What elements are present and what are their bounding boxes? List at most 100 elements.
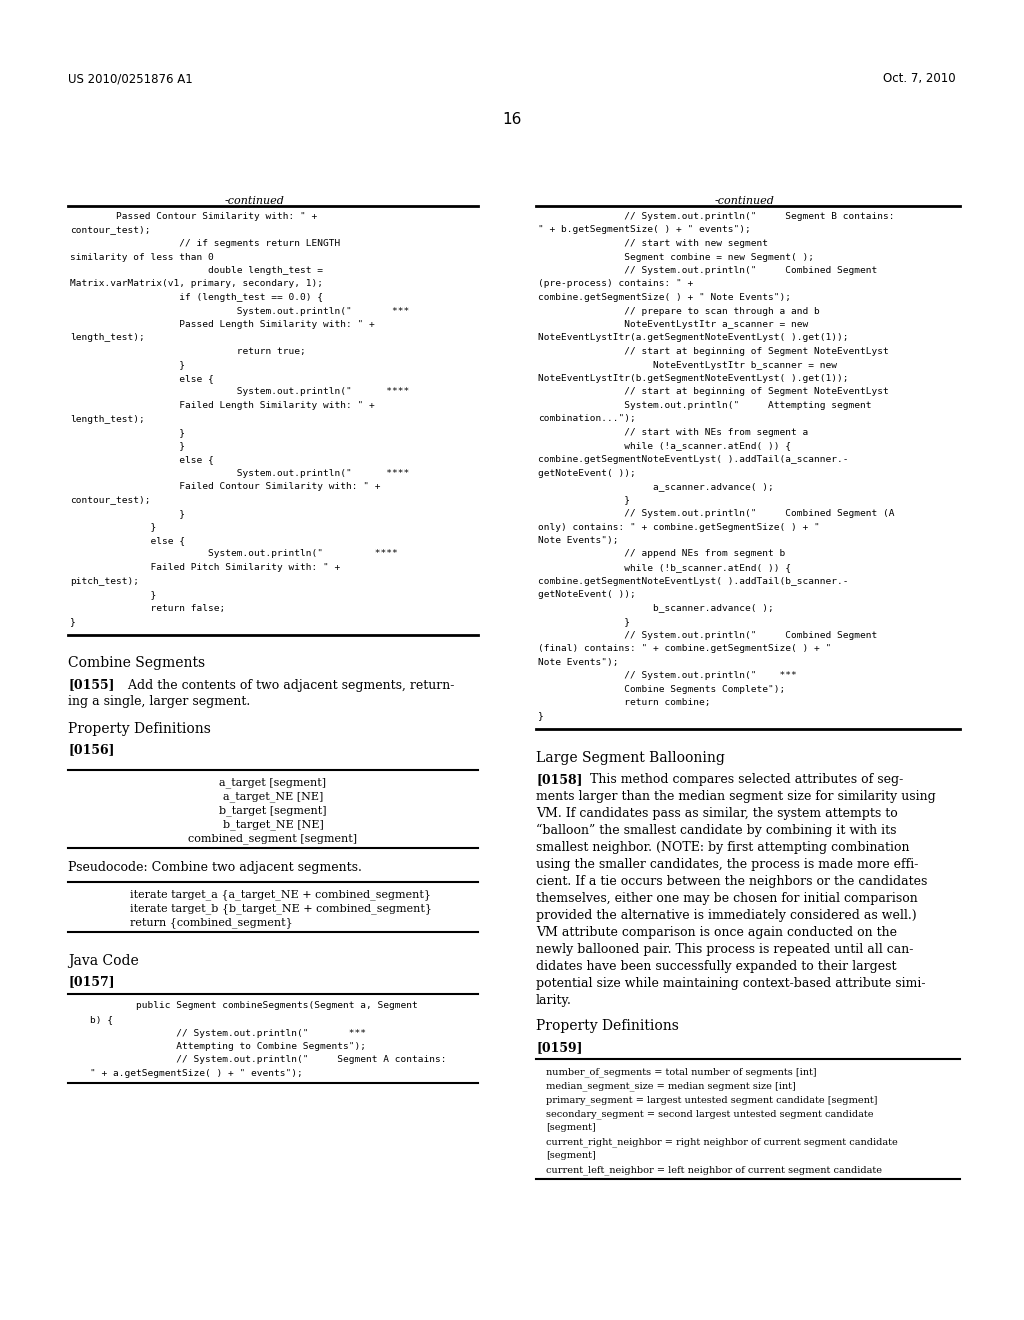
Text: Property Definitions: Property Definitions bbox=[68, 722, 211, 735]
Text: (final) contains: " + combine.getSegmentSize( ) + ": (final) contains: " + combine.getSegment… bbox=[538, 644, 831, 653]
Text: NoteEventLystItr a_scanner = new: NoteEventLystItr a_scanner = new bbox=[538, 319, 808, 329]
Text: NoteEventLystItr b_scanner = new: NoteEventLystItr b_scanner = new bbox=[538, 360, 837, 370]
Text: Combine Segments: Combine Segments bbox=[68, 656, 205, 671]
Text: System.out.println("     Attempting segment: System.out.println(" Attempting segment bbox=[538, 401, 871, 411]
Text: ments larger than the median segment size for similarity using: ments larger than the median segment siz… bbox=[536, 789, 936, 803]
Text: // System.out.println("       ***: // System.out.println(" *** bbox=[90, 1028, 366, 1038]
Text: primary_segment = largest untested segment candidate [segment]: primary_segment = largest untested segme… bbox=[546, 1096, 878, 1105]
Text: [0158]: [0158] bbox=[536, 774, 583, 785]
Text: cient. If a tie occurs between the neighbors or the candidates: cient. If a tie occurs between the neigh… bbox=[536, 875, 928, 888]
Text: number_of_segments = total number of segments [int]: number_of_segments = total number of seg… bbox=[546, 1067, 816, 1077]
Text: -continued: -continued bbox=[715, 195, 775, 206]
Text: Combine Segments Complete");: Combine Segments Complete"); bbox=[538, 685, 785, 693]
Text: return true;: return true; bbox=[70, 347, 306, 356]
Text: // start with NEs from segment a: // start with NEs from segment a bbox=[538, 428, 808, 437]
Text: b) {: b) { bbox=[90, 1015, 113, 1024]
Text: }: } bbox=[70, 510, 185, 517]
Text: combine.getSegmentNoteEventLyst( ).addTail(a_scanner.-: combine.getSegmentNoteEventLyst( ).addTa… bbox=[538, 455, 849, 465]
Text: larity.: larity. bbox=[536, 994, 571, 1007]
Text: // System.out.println("     Segment A contains:: // System.out.println(" Segment A contai… bbox=[90, 1056, 446, 1064]
Text: }: } bbox=[70, 360, 185, 370]
Text: provided the alternative is immediately considered as well.): provided the alternative is immediately … bbox=[536, 909, 916, 921]
Text: -continued: -continued bbox=[225, 195, 285, 206]
Text: US 2010/0251876 A1: US 2010/0251876 A1 bbox=[68, 73, 193, 84]
Text: didates have been successfully expanded to their largest: didates have been successfully expanded … bbox=[536, 960, 896, 973]
Text: combine.getSegmentSize( ) + " Note Events");: combine.getSegmentSize( ) + " Note Event… bbox=[538, 293, 791, 302]
Text: Note Events");: Note Events"); bbox=[538, 657, 618, 667]
Text: iterate target_a {a_target_NE + combined_segment}: iterate target_a {a_target_NE + combined… bbox=[130, 890, 431, 900]
Text: [0156]: [0156] bbox=[68, 743, 115, 756]
Text: // if segments return LENGTH: // if segments return LENGTH bbox=[70, 239, 340, 248]
Text: getNoteEvent( ));: getNoteEvent( )); bbox=[538, 590, 636, 599]
Text: Pseudocode: Combine two adjacent segments.: Pseudocode: Combine two adjacent segment… bbox=[68, 862, 361, 874]
Text: // prepare to scan through a and b: // prepare to scan through a and b bbox=[538, 306, 820, 315]
Text: // System.out.println("     Combined Segment (A: // System.out.println(" Combined Segment… bbox=[538, 510, 895, 517]
Text: similarity of less than 0: similarity of less than 0 bbox=[70, 252, 214, 261]
Text: Oct. 7, 2010: Oct. 7, 2010 bbox=[884, 73, 956, 84]
Text: [segment]: [segment] bbox=[546, 1123, 596, 1133]
Text: Failed Pitch Similarity with: " +: Failed Pitch Similarity with: " + bbox=[70, 564, 340, 572]
Text: median_segment_size = median segment size [int]: median_segment_size = median segment siz… bbox=[546, 1081, 796, 1090]
Text: while (!b_scanner.atEnd( )) {: while (!b_scanner.atEnd( )) { bbox=[538, 564, 791, 572]
Text: }: } bbox=[70, 523, 157, 532]
Text: NoteEventLystItr(a.getSegmentNoteEventLyst( ).get(1));: NoteEventLystItr(a.getSegmentNoteEventLy… bbox=[538, 334, 849, 342]
Text: }: } bbox=[70, 428, 185, 437]
Text: // start with new segment: // start with new segment bbox=[538, 239, 768, 248]
Text: Note Events");: Note Events"); bbox=[538, 536, 618, 545]
Text: Segment combine = new Segment( );: Segment combine = new Segment( ); bbox=[538, 252, 814, 261]
Text: double length_test =: double length_test = bbox=[70, 267, 323, 275]
Text: iterate target_b {b_target_NE + combined_segment}: iterate target_b {b_target_NE + combined… bbox=[130, 903, 432, 915]
Text: return {combined_segment}: return {combined_segment} bbox=[130, 917, 293, 928]
Text: using the smaller candidates, the process is made more effi-: using the smaller candidates, the proces… bbox=[536, 858, 919, 871]
Text: VM attribute comparison is once again conducted on the: VM attribute comparison is once again co… bbox=[536, 927, 897, 939]
Text: (pre-process) contains: " +: (pre-process) contains: " + bbox=[538, 280, 693, 289]
Text: getNoteEvent( ));: getNoteEvent( )); bbox=[538, 469, 636, 478]
Text: current_right_neighbor = right neighbor of current segment candidate: current_right_neighbor = right neighbor … bbox=[546, 1137, 898, 1147]
Text: }: } bbox=[70, 616, 76, 626]
Text: System.out.println("         ****: System.out.println(" **** bbox=[70, 549, 397, 558]
Text: System.out.println("      ****: System.out.println(" **** bbox=[70, 469, 410, 478]
Text: else {: else { bbox=[70, 374, 214, 383]
Text: " + b.getSegmentSize( ) + " events");: " + b.getSegmentSize( ) + " events"); bbox=[538, 226, 751, 235]
Text: System.out.println("       ***: System.out.println(" *** bbox=[70, 306, 410, 315]
Text: [segment]: [segment] bbox=[546, 1151, 596, 1160]
Text: ing a single, larger segment.: ing a single, larger segment. bbox=[68, 696, 250, 709]
Text: return combine;: return combine; bbox=[538, 698, 711, 708]
Text: " + a.getSegmentSize( ) + " events");: " + a.getSegmentSize( ) + " events"); bbox=[90, 1069, 303, 1078]
Text: [0157]: [0157] bbox=[68, 975, 115, 989]
Text: Failed Contour Similarity with: " +: Failed Contour Similarity with: " + bbox=[70, 482, 381, 491]
Text: // System.out.println("     Combined Segment: // System.out.println(" Combined Segment bbox=[538, 267, 878, 275]
Text: b_target_NE [NE]: b_target_NE [NE] bbox=[222, 820, 324, 830]
Text: a_scanner.advance( );: a_scanner.advance( ); bbox=[538, 482, 774, 491]
Text: themselves, either one may be chosen for initial comparison: themselves, either one may be chosen for… bbox=[536, 892, 918, 906]
Text: Large Segment Ballooning: Large Segment Ballooning bbox=[536, 751, 725, 766]
Text: pitch_test);: pitch_test); bbox=[70, 577, 139, 586]
Text: public Segment combineSegments(Segment a, Segment: public Segment combineSegments(Segment a… bbox=[90, 1002, 418, 1011]
Text: // System.out.println("     Combined Segment: // System.out.println(" Combined Segment bbox=[538, 631, 878, 639]
Text: contour_test);: contour_test); bbox=[70, 226, 151, 235]
Text: // start at beginning of Segment NoteEventLyst: // start at beginning of Segment NoteEve… bbox=[538, 388, 889, 396]
Text: else {: else { bbox=[70, 455, 214, 465]
Text: Passed Length Similarity with: " +: Passed Length Similarity with: " + bbox=[70, 319, 375, 329]
Text: Failed Length Similarity with: " +: Failed Length Similarity with: " + bbox=[70, 401, 375, 411]
Text: VM. If candidates pass as similar, the system attempts to: VM. If candidates pass as similar, the s… bbox=[536, 807, 898, 820]
Text: Attempting to Combine Segments");: Attempting to Combine Segments"); bbox=[90, 1041, 366, 1051]
Text: b_target [segment]: b_target [segment] bbox=[219, 805, 327, 816]
Text: }: } bbox=[538, 616, 630, 626]
Text: if (length_test == 0.0) {: if (length_test == 0.0) { bbox=[70, 293, 323, 302]
Text: Passed Contour Similarity with: " +: Passed Contour Similarity with: " + bbox=[70, 213, 317, 220]
Text: Property Definitions: Property Definitions bbox=[536, 1019, 679, 1034]
Text: only) contains: " + combine.getSegmentSize( ) + ": only) contains: " + combine.getSegmentSi… bbox=[538, 523, 820, 532]
Text: contour_test);: contour_test); bbox=[70, 495, 151, 504]
Text: smallest neighbor. (NOTE: by first attempting combination: smallest neighbor. (NOTE: by first attem… bbox=[536, 841, 909, 854]
Text: // start at beginning of Segment NoteEventLyst: // start at beginning of Segment NoteEve… bbox=[538, 347, 889, 356]
Text: Add the contents of two adjacent segments, return-: Add the contents of two adjacent segment… bbox=[116, 678, 455, 692]
Text: }: } bbox=[538, 495, 630, 504]
Text: else {: else { bbox=[70, 536, 185, 545]
Text: 16: 16 bbox=[503, 112, 521, 127]
Text: Matrix.varMatrix(v1, primary, secondary, 1);: Matrix.varMatrix(v1, primary, secondary,… bbox=[70, 280, 323, 289]
Text: combine.getSegmentNoteEventLyst( ).addTail(b_scanner.-: combine.getSegmentNoteEventLyst( ).addTa… bbox=[538, 577, 849, 586]
Text: // System.out.println("    ***: // System.out.println(" *** bbox=[538, 671, 797, 680]
Text: }: } bbox=[538, 711, 544, 721]
Text: length_test);: length_test); bbox=[70, 334, 144, 342]
